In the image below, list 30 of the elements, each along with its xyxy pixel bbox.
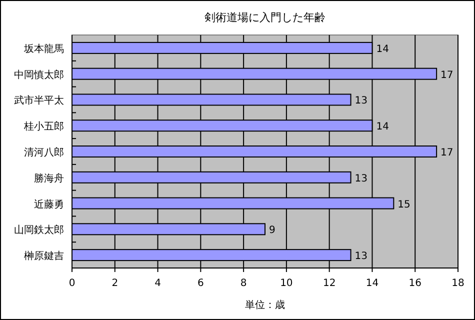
- category: 武市半平太: [14, 96, 64, 107]
- data-label: 9: [269, 225, 276, 236]
- tick-label: 6: [197, 278, 204, 289]
- tick-label: 12: [322, 278, 336, 289]
- data-label: 17: [440, 148, 454, 158]
- xlabel: 単位：歳: [245, 300, 285, 311]
- category: 中岡慎太郎: [14, 70, 64, 81]
- data-label: 13: [354, 173, 368, 184]
- data-label: 14: [376, 44, 389, 55]
- tick-label: 2: [112, 278, 118, 289]
- category: 近藤勇: [34, 199, 64, 210]
- tick-label: 8: [240, 278, 247, 289]
- category: 勝海舟: [34, 173, 64, 184]
- tick-label: 16: [408, 278, 422, 289]
- data-label: 13: [354, 251, 368, 262]
- data-label: 15: [398, 199, 410, 210]
- title: 剣術道場に入門した年齢: [204, 11, 326, 24]
- category: 榊原鍵吉: [24, 251, 64, 262]
- data-label: 17: [440, 70, 454, 81]
- tick-label: 10: [280, 278, 293, 289]
- tick-label: 14: [366, 278, 379, 289]
- category: 清河八郎: [24, 148, 64, 158]
- category: 桂小五郎: [24, 122, 64, 133]
- category: 山岡鉄太郎: [14, 225, 64, 236]
- data-label: 13: [354, 96, 368, 107]
- category: 坂本龍馬: [24, 44, 64, 55]
- tick-label: 0: [68, 278, 76, 289]
- tick-label: 18: [452, 278, 464, 289]
- data-label: 14: [376, 122, 389, 133]
- tick-label: 4: [154, 278, 161, 289]
